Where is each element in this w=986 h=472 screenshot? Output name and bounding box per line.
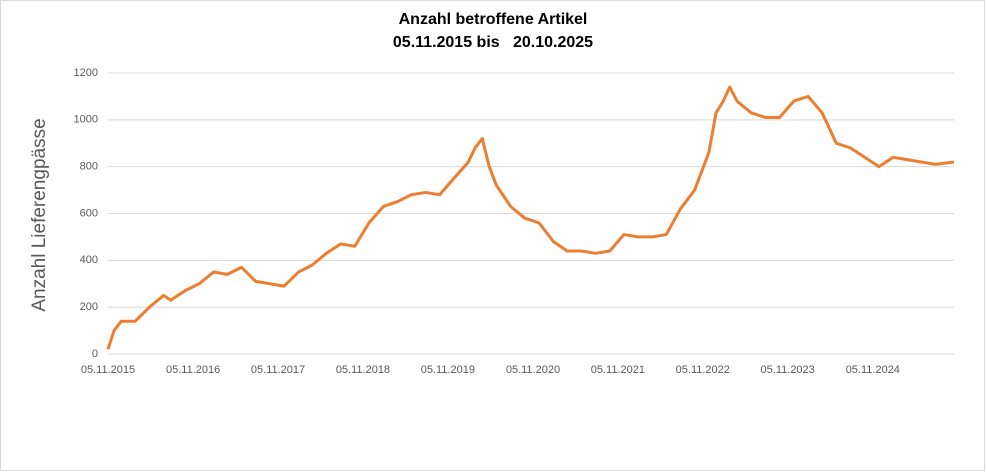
x-tick-label: 05.11.2020 — [506, 364, 560, 376]
x-tick-label: 05.11.2015 — [81, 364, 135, 376]
y-tick-label: 1000 — [74, 114, 98, 126]
y-tick-label: 400 — [80, 254, 98, 266]
y-tick-label: 200 — [80, 301, 98, 313]
chart-subtitle: 05.11.2015 bis 20.10.2025 — [393, 34, 593, 51]
x-tick-label: 05.11.2024 — [846, 364, 900, 376]
x-tick-label: 05.11.2021 — [591, 364, 645, 376]
x-tick-label: 05.11.2017 — [251, 364, 305, 376]
y-tick-label: 0 — [92, 348, 98, 360]
chart-title: Anzahl betroffene Artikel — [399, 11, 588, 28]
data-line — [106, 85, 955, 350]
y-tick-label: 800 — [80, 161, 98, 173]
y-tick-label: 600 — [80, 207, 98, 219]
x-tick-label: 05.11.2018 — [336, 364, 390, 376]
y-axis-label: Anzahl Lieferengpässe — [29, 118, 50, 311]
x-tick-label: 05.11.2023 — [761, 364, 815, 376]
x-tick-label: 05.11.2019 — [421, 364, 475, 376]
x-tick-label: 05.11.2016 — [166, 364, 220, 376]
x-tick-label: 05.11.2022 — [676, 364, 730, 376]
y-tick-label: 1200 — [74, 67, 98, 79]
